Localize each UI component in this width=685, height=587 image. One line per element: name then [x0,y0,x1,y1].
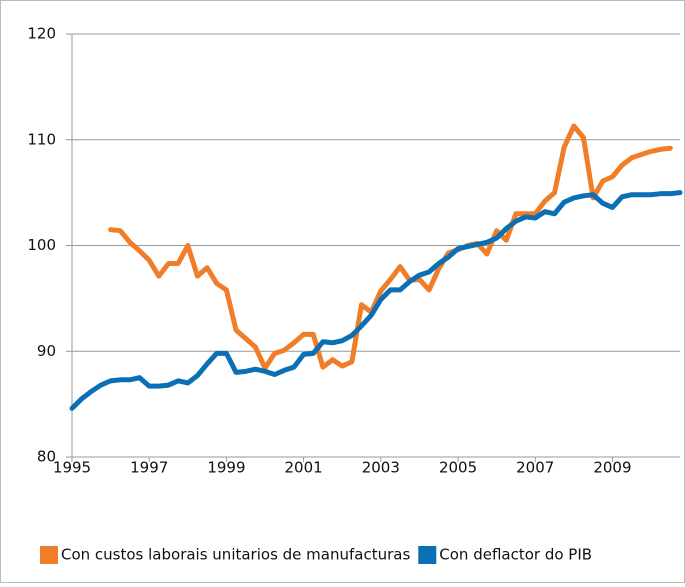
x-tick-label: 1995 [53,459,91,477]
y-tick-label: 100 [27,236,56,254]
x-tick-label: 2005 [439,459,477,477]
legend-label: Con deflactor do PIB [439,546,592,564]
x-tick-label: 2001 [285,459,323,477]
x-tick-label: 1999 [207,459,245,477]
y-tick-label: 90 [37,342,56,360]
x-tick-label: 2003 [362,459,400,477]
x-tick-label: 1997 [130,459,168,477]
legend-swatch [418,546,437,564]
series-line [108,123,673,371]
legend-swatch [40,546,58,564]
y-tick-label: 110 [27,130,56,148]
x-tick-label: 2009 [593,459,631,477]
x-tick-label: 2007 [516,459,554,477]
y-tick-label: 80 [37,448,56,466]
y-tick-label: 120 [27,25,56,43]
series-line [69,190,683,411]
legend-label: Con custos laborais unitarios de manufac… [61,546,410,564]
